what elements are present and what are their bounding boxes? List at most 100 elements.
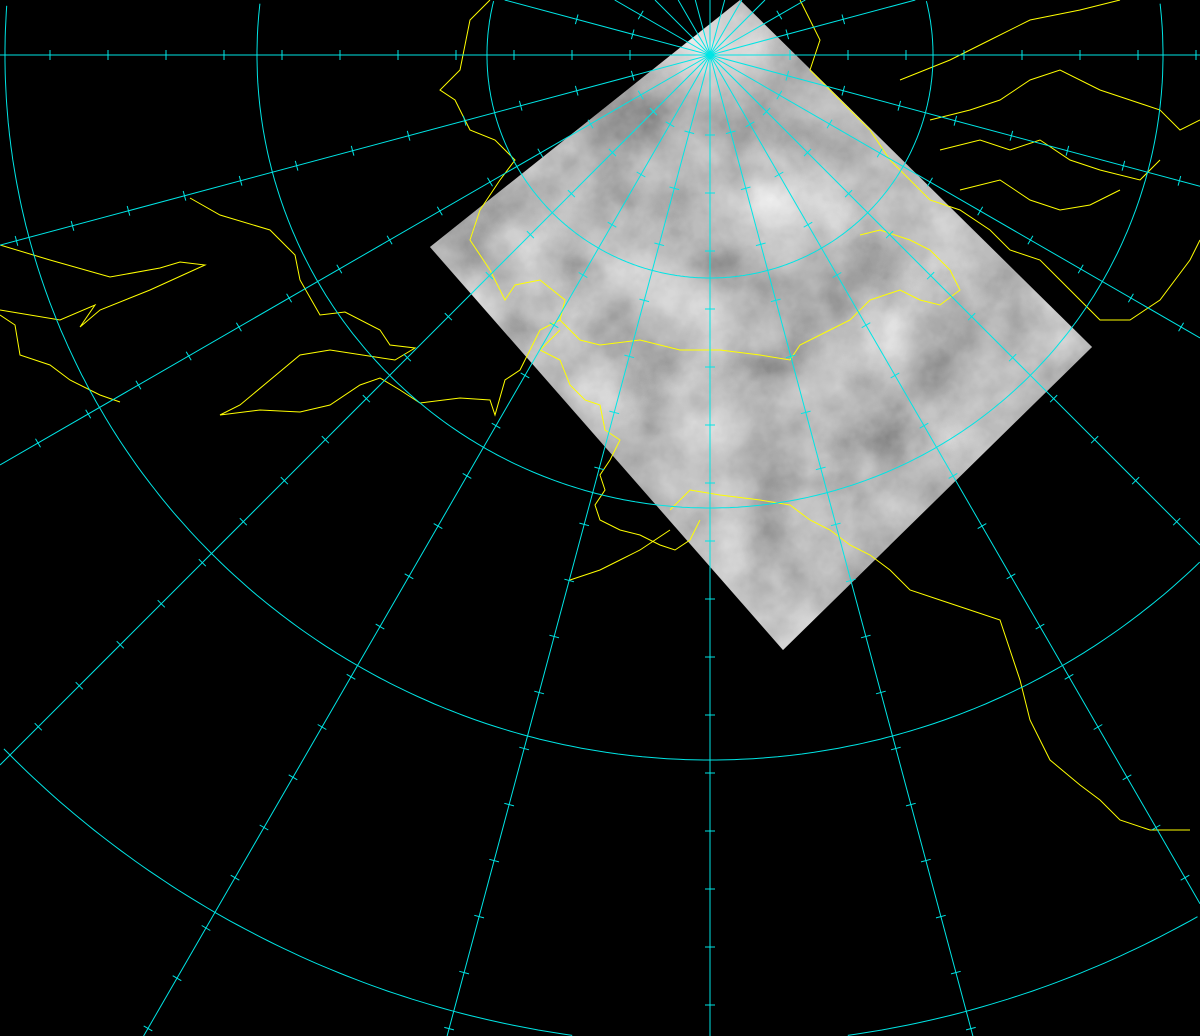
meridian-tick xyxy=(1122,774,1132,781)
meridian-line xyxy=(0,54,711,246)
meridian-tick xyxy=(185,351,192,361)
meridian-tick xyxy=(317,724,327,730)
meridian-tick xyxy=(126,205,131,216)
coastline-chukotka xyxy=(189,0,566,417)
meridian-tick xyxy=(967,312,976,321)
meridian-tick xyxy=(785,29,790,40)
meridian-tick xyxy=(1008,353,1017,362)
meridian-line xyxy=(614,0,711,56)
meridian-tick xyxy=(34,722,43,731)
meridian-tick xyxy=(841,85,846,96)
meridian-tick xyxy=(905,802,916,807)
meridian-tick xyxy=(774,171,784,178)
meridian-tick xyxy=(537,148,544,158)
meridian-tick xyxy=(832,272,842,278)
meridian-tick xyxy=(403,353,412,362)
meridian-line xyxy=(654,0,711,56)
meridian-tick xyxy=(649,107,658,116)
meridian-tick xyxy=(803,221,813,228)
meridian-tick xyxy=(519,746,530,751)
meridian-tick xyxy=(950,970,961,975)
meridian-tick xyxy=(14,235,19,246)
meridian-tick xyxy=(375,623,385,630)
coastline-aleutians xyxy=(569,529,671,581)
meridian-tick xyxy=(578,272,588,278)
meridian-tick xyxy=(624,354,635,359)
meridian-tick xyxy=(684,130,695,135)
meridian-tick xyxy=(919,422,929,429)
meridian-tick xyxy=(489,858,500,863)
meridian-line xyxy=(694,0,711,56)
meridian-tick xyxy=(885,230,894,239)
coastline-islands-ne4 xyxy=(959,179,1121,211)
meridian-tick xyxy=(1035,623,1045,630)
meridian-tick xyxy=(776,90,783,100)
meridian-line xyxy=(709,54,1200,904)
meridian-tick xyxy=(654,242,665,247)
meridian-line xyxy=(709,0,743,56)
meridian-tick xyxy=(433,523,443,530)
meridian-line xyxy=(709,54,974,1036)
meridian-tick xyxy=(762,107,771,116)
meridian-tick xyxy=(1064,673,1074,680)
meridian-tick xyxy=(977,523,987,530)
meridian-tick xyxy=(1172,517,1181,526)
meridian-line xyxy=(677,0,711,56)
meridian-tick xyxy=(875,690,886,695)
coastline-kamchatka xyxy=(0,314,121,403)
meridian-tick xyxy=(579,522,590,527)
meridian-tick xyxy=(549,634,560,639)
meridian-tick xyxy=(1180,874,1190,881)
meridian-tick xyxy=(1093,724,1103,730)
meridian-tick xyxy=(935,914,946,919)
meridian-tick xyxy=(587,119,594,129)
meridian-tick xyxy=(637,90,644,100)
meridian-tick xyxy=(1027,235,1034,245)
meridian-tick xyxy=(860,634,871,639)
meridian-tick xyxy=(1127,293,1134,303)
meridian-tick xyxy=(609,410,620,415)
coastline-islands-ne2 xyxy=(929,69,1200,131)
meridian-tick xyxy=(574,14,579,25)
meridian-tick xyxy=(785,70,790,81)
meridian-tick xyxy=(800,410,811,415)
imagery-clouds xyxy=(430,0,1092,650)
meridian-tick xyxy=(238,175,243,186)
meridian-tick xyxy=(518,100,523,111)
meridian-tick xyxy=(927,177,933,187)
meridian-tick xyxy=(826,119,833,129)
meridian-tick xyxy=(755,242,766,247)
meridian-tick xyxy=(1178,322,1185,332)
meridian-line xyxy=(504,0,711,56)
meridian-tick xyxy=(286,293,293,303)
meridian-tick xyxy=(288,774,298,781)
meridian-tick xyxy=(567,189,576,198)
meridian-tick xyxy=(491,422,501,429)
meridian-tick xyxy=(474,914,485,919)
meridian-tick xyxy=(504,802,515,807)
meridian-tick xyxy=(198,558,207,567)
meridian-tick xyxy=(965,1026,976,1031)
meridian-tick xyxy=(549,322,559,329)
meridian-tick xyxy=(803,148,812,157)
meridian-tick xyxy=(639,298,650,303)
meridian-tick xyxy=(725,130,736,135)
meridian-tick xyxy=(75,681,84,690)
meridian-tick xyxy=(630,70,635,81)
meridian-tick xyxy=(230,874,240,881)
meridian-tick xyxy=(404,573,414,580)
meridian-tick xyxy=(235,322,242,332)
meridian-tick xyxy=(1090,435,1099,444)
meridian-tick xyxy=(157,599,166,608)
meridian-tick xyxy=(608,148,617,157)
meridian-tick xyxy=(1121,160,1126,171)
meridian-tick xyxy=(740,186,751,191)
meridian-tick xyxy=(534,690,545,695)
meridian-tick xyxy=(876,148,883,158)
meridian-tick xyxy=(294,160,299,171)
meridian-tick xyxy=(459,970,470,975)
meridian-tick xyxy=(574,85,579,96)
meridian-tick xyxy=(1131,476,1140,485)
